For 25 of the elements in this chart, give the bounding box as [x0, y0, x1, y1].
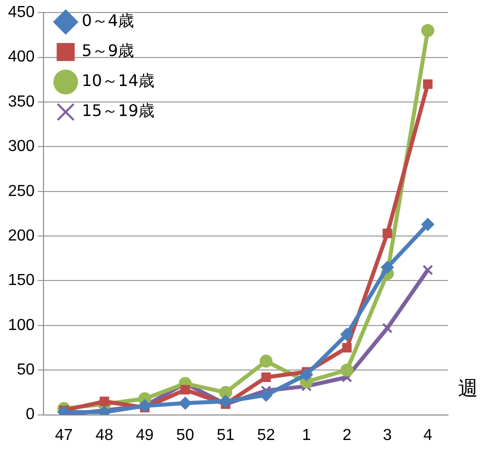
x-tick-label: 4	[423, 426, 432, 444]
x-tick-label: 2	[342, 426, 352, 444]
x-tick-label: 51	[216, 426, 235, 444]
legend-label: 15～19歳	[82, 101, 154, 120]
y-tick-label: 100	[8, 316, 35, 334]
y-tick-label: 0	[26, 406, 35, 424]
x-tick-label: 49	[136, 426, 154, 444]
x-tick-label: 3	[382, 426, 392, 444]
y-tick-label: 50	[16, 362, 35, 379]
y-tick-label: 300	[8, 138, 35, 156]
y-tick-label: 450	[8, 4, 35, 22]
legend-label: 5～9歳	[82, 41, 134, 60]
y-tick-label: 400	[8, 48, 35, 66]
x-tick-label: 47	[55, 426, 73, 444]
legend-label: 0～4歳	[82, 11, 134, 30]
x-tick-label: 1	[302, 426, 312, 444]
y-tick-label: 250	[8, 182, 35, 200]
x-axis-title: 週	[458, 376, 478, 400]
y-tick-label: 200	[8, 227, 35, 244]
x-tick-label: 50	[176, 426, 194, 444]
legend-label: 10～14歳	[82, 71, 154, 90]
x-tick-label: 48	[95, 426, 114, 444]
x-tick-label: 52	[257, 426, 276, 444]
y-tick-label: 350	[8, 93, 35, 110]
y-tick-label: 150	[8, 272, 35, 290]
